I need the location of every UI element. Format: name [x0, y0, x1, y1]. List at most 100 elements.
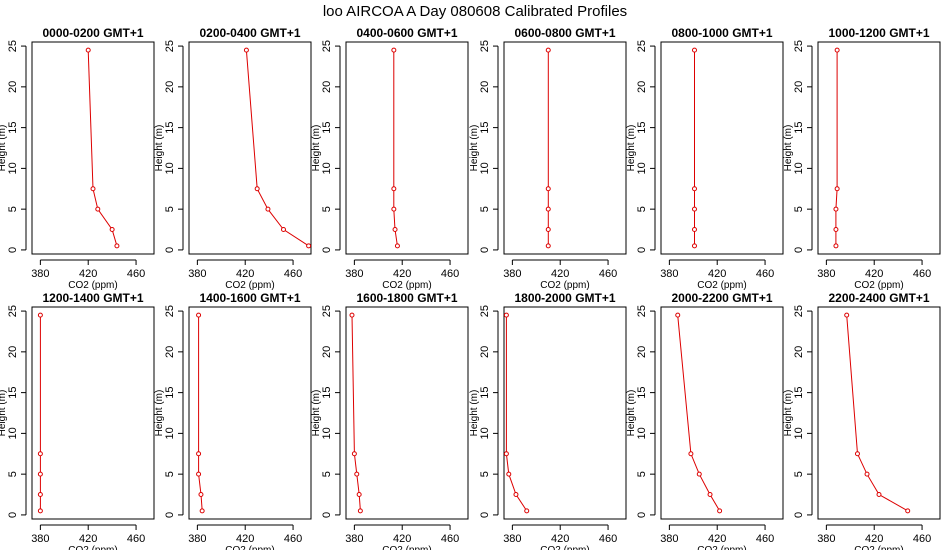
data-point: [37, 451, 43, 457]
profile-line: [505, 315, 528, 512]
x-tick-label: 380: [31, 268, 49, 280]
data-point: [545, 47, 551, 53]
panel-title: 1800-2000 GMT+1: [514, 291, 615, 305]
plot-frame: [188, 306, 312, 520]
data-point: [392, 227, 398, 233]
plot-frame: [188, 41, 312, 255]
x-tick-label: 460: [599, 533, 617, 545]
data-point: [844, 312, 850, 318]
y-tick-label: 25: [479, 40, 491, 52]
data-point: [833, 227, 839, 233]
data-point: [717, 508, 723, 514]
plot-frame: [660, 41, 784, 255]
x-tick-label: 460: [913, 268, 931, 280]
y-tick-label: 5: [7, 206, 19, 212]
y-tick-label: 0: [7, 247, 19, 253]
profile-panel: 1200-1400 GMT+1 380 420 460 CO2 (ppm) 0 5 10 15 2…: [0, 291, 155, 550]
data-point: [349, 312, 355, 318]
data-point: [513, 492, 519, 498]
y-tick-label: 15: [636, 121, 648, 133]
y-tick-label: 25: [321, 305, 333, 317]
data-point: [503, 312, 509, 318]
y-tick-label: 0: [479, 512, 491, 518]
y-tick-label: 0: [479, 247, 491, 253]
y-tick-label: 10: [793, 427, 805, 439]
x-tick-label: 420: [236, 533, 254, 545]
panel-title: 0400-0600 GMT+1: [356, 26, 457, 40]
y-tick-label: 15: [793, 386, 805, 398]
x-axis-label: CO2 (ppm): [382, 545, 431, 550]
x-tick-label: 460: [599, 268, 617, 280]
plot-frame: [345, 306, 469, 520]
x-axis-label: CO2 (ppm): [540, 280, 589, 291]
y-tick-label: 15: [164, 121, 176, 133]
y-tick-label: 20: [479, 346, 491, 358]
data-point: [394, 243, 400, 249]
y-tick-label: 25: [479, 305, 491, 317]
profile-panel: 0800-1000 GMT+1 380 420 460 CO2 (ppm) 0 5 10 15 2…: [626, 26, 784, 291]
y-tick-label: 20: [164, 81, 176, 93]
data-point: [243, 47, 249, 53]
y-tick-label: 0: [636, 512, 648, 518]
x-axis-label: CO2 (ppm): [68, 545, 117, 550]
x-axis-label: CO2 (ppm): [697, 545, 746, 550]
y-tick-label: 15: [636, 386, 648, 398]
x-tick-label: 420: [708, 533, 726, 545]
y-axis-label: Height (m): [626, 125, 637, 172]
plot-frame: [345, 41, 469, 255]
profile-line: [245, 50, 309, 247]
data-point: [854, 451, 860, 457]
y-tick-label: 20: [793, 346, 805, 358]
y-tick-label: 20: [636, 346, 648, 358]
y-tick-label: 10: [479, 162, 491, 174]
y-tick-label: 10: [321, 427, 333, 439]
profile-panel: 0200-0400 GMT+1 380 420 460 CO2 (ppm) 0 5 10 15 2…: [154, 26, 312, 291]
plot-frame: [503, 41, 627, 255]
x-tick-label: 420: [236, 268, 254, 280]
x-tick-label: 420: [551, 268, 569, 280]
x-tick-label: 420: [79, 533, 97, 545]
x-tick-label: 460: [284, 268, 302, 280]
panel-title: 1400-1600 GMT+1: [199, 291, 300, 305]
y-axis-label: Height (m): [0, 390, 8, 437]
y-tick-label: 25: [164, 40, 176, 52]
data-point: [876, 492, 882, 498]
y-axis-label: Height (m): [0, 125, 8, 172]
y-tick-label: 5: [793, 206, 805, 212]
panel-title: 2000-2200 GMT+1: [671, 291, 772, 305]
y-tick-label: 20: [636, 81, 648, 93]
data-point: [688, 451, 694, 457]
profile-line: [835, 50, 838, 246]
x-tick-label: 380: [31, 533, 49, 545]
y-tick-label: 10: [7, 427, 19, 439]
y-axis-label: Height (m): [311, 125, 322, 172]
data-point: [37, 312, 43, 318]
data-point: [357, 508, 363, 514]
x-tick-label: 460: [127, 268, 145, 280]
profile-panel: 1400-1600 GMT+1 380 420 460 CO2 (ppm) 0 5 10 15 2…: [154, 291, 312, 550]
x-axis-label: CO2 (ppm): [854, 545, 903, 550]
x-tick-label: 380: [345, 533, 363, 545]
data-point: [696, 471, 702, 477]
y-tick-label: 5: [164, 471, 176, 477]
y-tick-label: 5: [321, 471, 333, 477]
x-tick-label: 380: [660, 533, 678, 545]
y-tick-label: 10: [164, 427, 176, 439]
y-tick-label: 0: [636, 247, 648, 253]
x-tick-label: 380: [188, 533, 206, 545]
y-tick-label: 15: [7, 386, 19, 398]
x-tick-label: 460: [913, 533, 931, 545]
y-tick-label: 5: [7, 471, 19, 477]
y-tick-label: 0: [321, 247, 333, 253]
x-tick-label: 380: [817, 268, 835, 280]
y-tick-label: 10: [7, 162, 19, 174]
data-point: [834, 47, 840, 53]
data-point: [95, 206, 101, 212]
plot-frame: [503, 306, 627, 520]
profile-panel: 0600-0800 GMT+1 380 420 460 CO2 (ppm) 0 5 10 15 2…: [469, 26, 627, 291]
data-point: [37, 471, 43, 477]
data-point: [545, 243, 551, 249]
plot-frame: [660, 306, 784, 520]
x-tick-label: 420: [393, 533, 411, 545]
